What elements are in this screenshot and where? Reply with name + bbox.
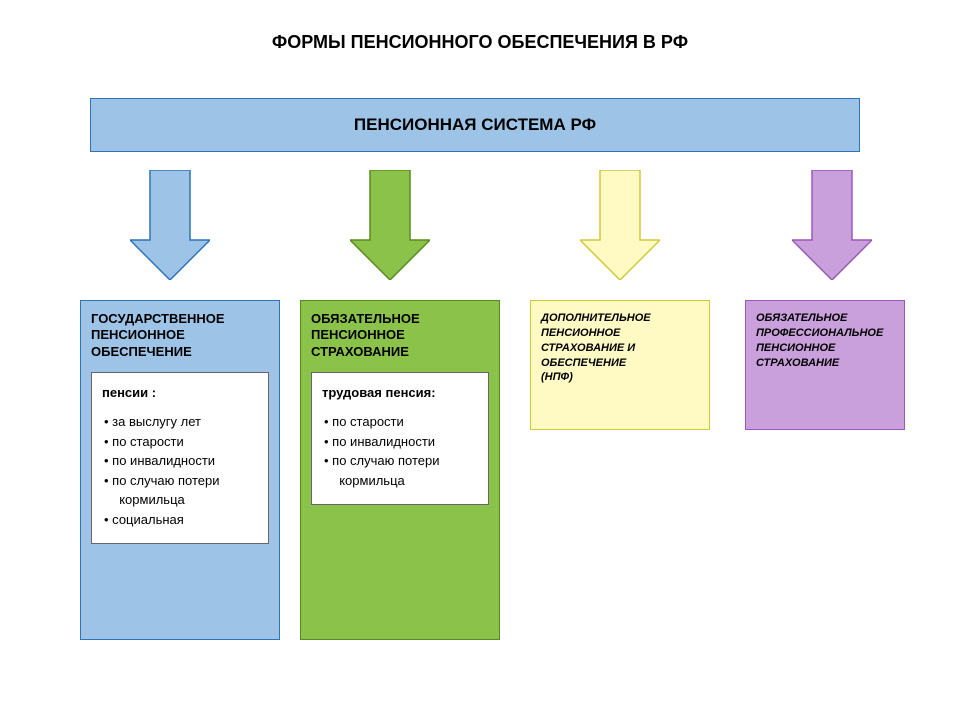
inner-list: по старостипо инвалидностипо случаю поте…: [322, 412, 478, 490]
column-2: ДОПОЛНИТЕЛЬНОЕПЕНСИОННОЕСТРАХОВАНИЕ ИОБЕ…: [530, 300, 710, 430]
arrow-1: [350, 170, 430, 280]
inner-box: трудовая пенсия: по старостипо инвалиднос…: [311, 372, 489, 506]
list-item: по инвалидности: [104, 451, 258, 471]
list-item: по случаю потери: [324, 451, 478, 471]
list-item: за выслугу лет: [104, 412, 258, 432]
column-0: ГОСУДАРСТВЕННОЕПЕНСИОННОЕОБЕСПЕЧЕНИЕ пенс…: [80, 300, 280, 640]
arrow-0: [130, 170, 210, 280]
top-box: ПЕНСИОННАЯ СИСТЕМА РФ: [90, 98, 860, 152]
arrow-2: [580, 170, 660, 280]
list-item: кормильца: [332, 471, 478, 491]
inner-heading: трудовая пенсия:: [322, 383, 478, 403]
list-item: по старости: [104, 432, 258, 452]
top-box-label: ПЕНСИОННАЯ СИСТЕМА РФ: [354, 115, 596, 135]
column-text: ОБЯЗАТЕЛЬНОЕПРОФЕССИОНАЛЬНОЕПЕНСИОННОЕСТ…: [756, 311, 894, 370]
list-item: социальная: [104, 510, 258, 530]
list-item: по старости: [324, 412, 478, 432]
column-text: ДОПОЛНИТЕЛЬНОЕПЕНСИОННОЕСТРАХОВАНИЕ ИОБЕ…: [541, 311, 699, 385]
inner-list: за выслугу летпо старостипо инвалидности…: [102, 412, 258, 529]
page-title: ФОРМЫ ПЕНСИОННОГО ОБЕСПЕЧЕНИЯ В РФ: [0, 32, 960, 53]
inner-heading: пенсии :: [102, 383, 258, 403]
list-item: по инвалидности: [324, 432, 478, 452]
arrow-3: [792, 170, 872, 280]
column-1: ОБЯЗАТЕЛЬНОЕПЕНСИОННОЕСТРАХОВАНИЕ трудова…: [300, 300, 500, 640]
column-title: ОБЯЗАТЕЛЬНОЕПЕНСИОННОЕСТРАХОВАНИЕ: [311, 311, 489, 360]
column-3: ОБЯЗАТЕЛЬНОЕПРОФЕССИОНАЛЬНОЕПЕНСИОННОЕСТ…: [745, 300, 905, 430]
list-item: по случаю потери: [104, 471, 258, 491]
inner-box: пенсии : за выслугу летпо старостипо инва…: [91, 372, 269, 545]
column-title: ГОСУДАРСТВЕННОЕПЕНСИОННОЕОБЕСПЕЧЕНИЕ: [91, 311, 269, 360]
list-item: кормильца: [112, 490, 258, 510]
